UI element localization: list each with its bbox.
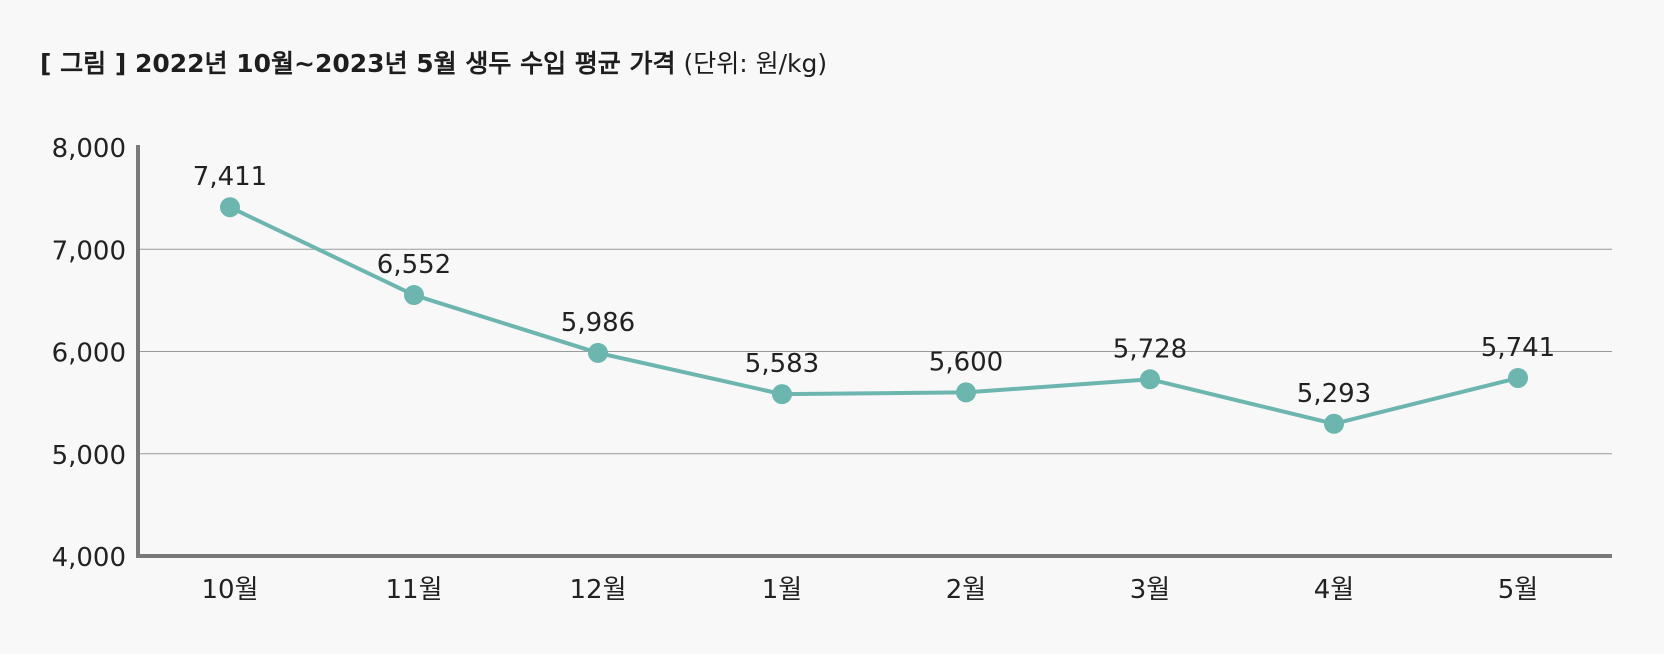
- x-tick-label-3: 1월: [762, 575, 802, 605]
- data-label-0: 7,411: [193, 162, 267, 192]
- data-label-1: 6,552: [377, 250, 451, 280]
- data-label-5: 5,728: [1113, 334, 1187, 364]
- x-tick-label-7: 5월: [1498, 575, 1538, 605]
- chart-title-main: [ 그림 ] 2022년 10월~2023년 5월 생두 수입 평균 가격: [40, 49, 676, 78]
- x-tick-label-6: 4월: [1314, 575, 1354, 605]
- data-label-6: 5,293: [1297, 379, 1371, 409]
- chart-unit-label: (단위: 원/kg): [683, 49, 828, 78]
- x-tick-label-0: 10월: [201, 575, 258, 605]
- y-tick-label-2: 6,000: [52, 339, 126, 369]
- data-label-3: 5,583: [745, 349, 819, 379]
- chart-title: [ 그림 ] 2022년 10월~2023년 5월 생두 수입 평균 가격 (단위…: [40, 44, 827, 80]
- data-label-4: 5,600: [929, 347, 1003, 377]
- data-label-2: 5,986: [561, 308, 635, 338]
- y-tick-label-4: 8,000: [52, 134, 126, 164]
- x-tick-label-5: 3월: [1130, 575, 1170, 605]
- data-point-1: [404, 285, 424, 306]
- data-point-3: [772, 384, 792, 405]
- data-point-7: [1508, 367, 1528, 388]
- y-tick-label-0: 4,000: [52, 543, 126, 573]
- y-tick-label-3: 7,000: [52, 236, 126, 266]
- data-point-6: [1324, 413, 1344, 434]
- data-point-0: [220, 197, 240, 218]
- x-tick-label-4: 2월: [946, 575, 986, 605]
- data-label-7: 5,741: [1481, 333, 1555, 363]
- y-tick-label-1: 5,000: [52, 441, 126, 471]
- data-point-5: [1140, 369, 1160, 390]
- series-line: [229, 205, 1519, 426]
- x-tick-label-1: 11월: [385, 575, 442, 605]
- data-point-2: [588, 342, 608, 363]
- data-point-4: [956, 382, 976, 403]
- x-tick-label-2: 12월: [569, 575, 626, 605]
